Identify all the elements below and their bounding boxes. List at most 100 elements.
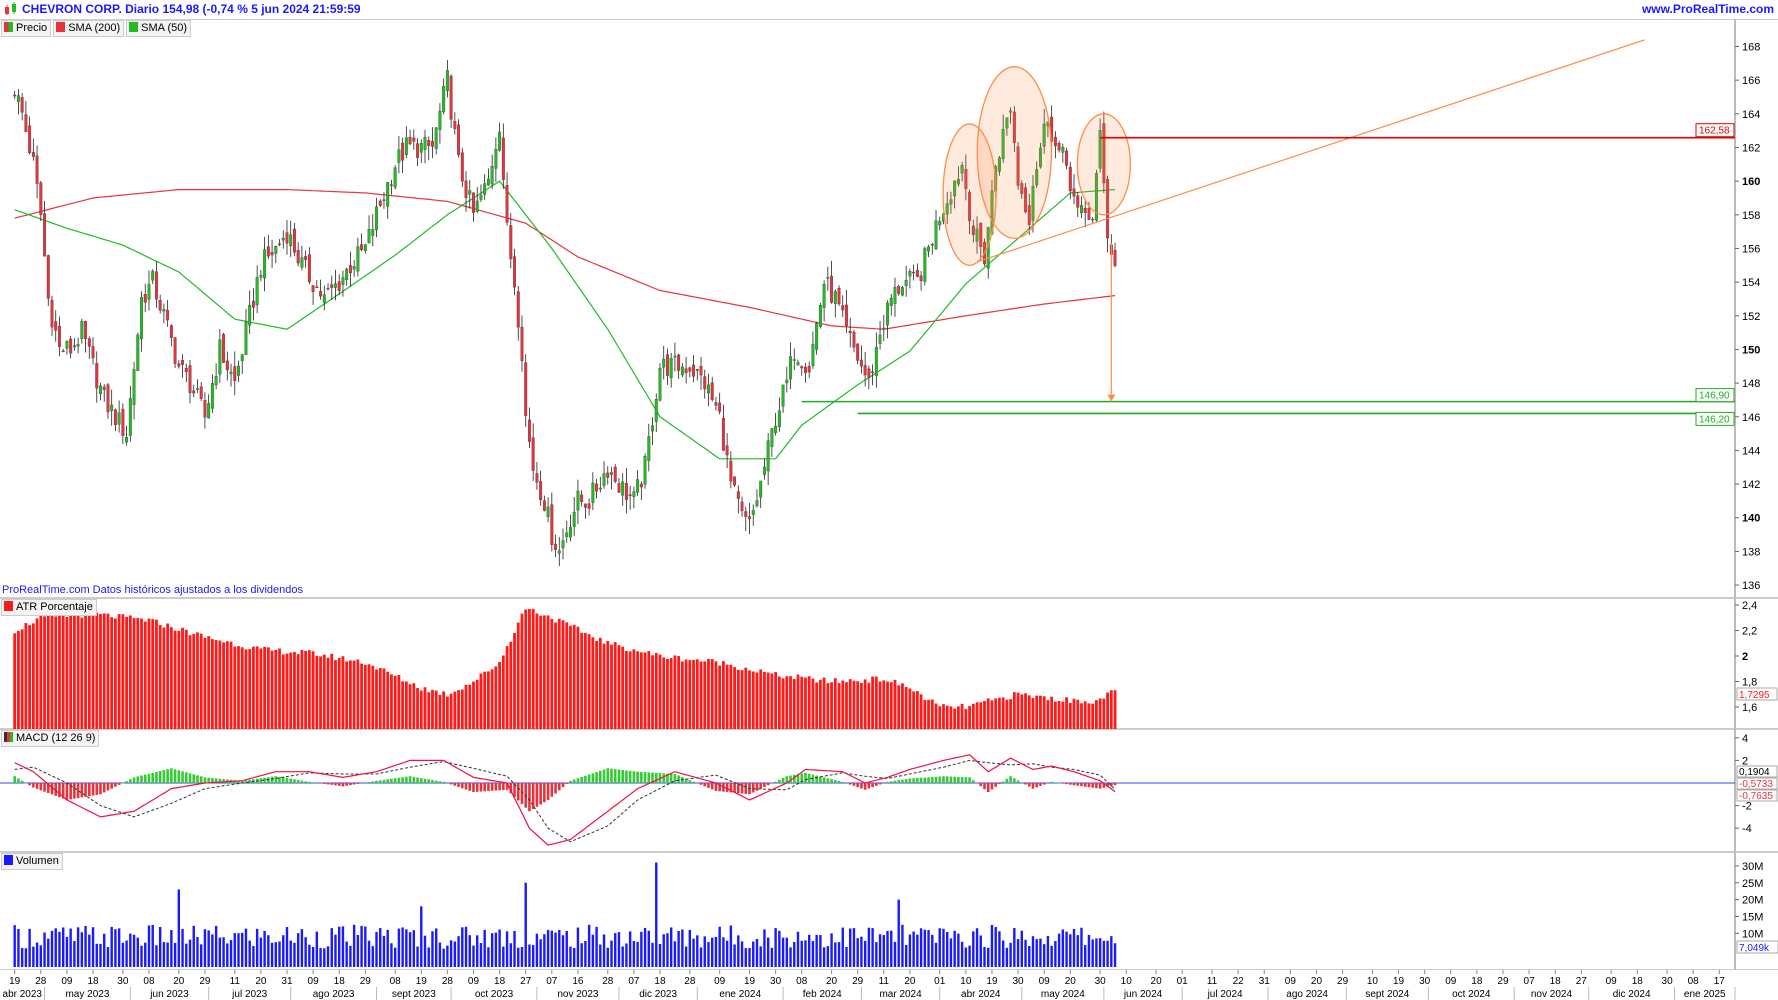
volume-bar bbox=[703, 936, 706, 967]
volume-bar bbox=[1061, 929, 1065, 967]
candle-body bbox=[311, 285, 315, 292]
macd-histogram-bar bbox=[211, 778, 214, 783]
volume-bar bbox=[423, 935, 427, 967]
volume-bar bbox=[401, 927, 404, 967]
atr-bar bbox=[516, 622, 520, 729]
atr-bar bbox=[39, 614, 43, 729]
date-tick-label: 01 bbox=[1177, 976, 1189, 987]
atr-bar bbox=[994, 698, 998, 729]
candle-body bbox=[822, 284, 826, 308]
volume-bar bbox=[949, 938, 953, 967]
volume-bar bbox=[207, 930, 210, 967]
candle-body bbox=[363, 244, 367, 251]
date-tick-label: 20 bbox=[1065, 976, 1077, 987]
macd-histogram-bar bbox=[673, 773, 677, 783]
legend-volume[interactable]: Volumen bbox=[1, 853, 63, 870]
atr-bar bbox=[1076, 699, 1080, 729]
candle-body bbox=[285, 232, 289, 244]
legend-atr[interactable]: ATR Porcentaje bbox=[1, 599, 97, 616]
atr-bar bbox=[673, 655, 677, 729]
candle-body bbox=[1061, 146, 1065, 153]
macd-histogram-bar bbox=[151, 772, 155, 783]
volume-value-label: 7,049k bbox=[1739, 943, 1770, 954]
atr-bar bbox=[229, 641, 233, 729]
legend-macd[interactable]: MACD (12 26 9) bbox=[1, 730, 100, 747]
candle-body bbox=[1027, 205, 1031, 225]
volume-bar bbox=[748, 948, 751, 967]
candle-body bbox=[1020, 183, 1024, 194]
legend-price[interactable]: Precio bbox=[1, 20, 52, 37]
atr-bar bbox=[416, 688, 419, 729]
legend-sma50[interactable]: SMA (50) bbox=[126, 20, 192, 37]
atr-bar bbox=[184, 629, 188, 729]
volume-bar bbox=[1069, 934, 1072, 967]
candle-body bbox=[438, 110, 442, 131]
macd-histogram-bar bbox=[423, 778, 427, 783]
candle-body bbox=[128, 398, 132, 436]
volume-bar bbox=[244, 928, 248, 967]
atr-bar bbox=[1046, 700, 1050, 729]
macd-histogram-bar bbox=[755, 783, 759, 791]
macd-histogram-bar bbox=[781, 778, 785, 783]
date-tick-label: 30 bbox=[1419, 976, 1431, 987]
candle-body bbox=[240, 354, 244, 361]
legend-macd-label: MACD (12 26 9) bbox=[16, 732, 96, 744]
volume-bar bbox=[252, 946, 255, 967]
macd-histogram-bar bbox=[17, 778, 20, 783]
price-tick-label: 152 bbox=[1742, 311, 1760, 323]
candle-body bbox=[54, 321, 58, 331]
macd-histogram-bar bbox=[576, 778, 580, 783]
atr-bar bbox=[718, 665, 722, 729]
candle-body bbox=[61, 350, 65, 353]
candle-body bbox=[31, 152, 35, 157]
macd-histogram-bar bbox=[267, 777, 270, 783]
candle-body bbox=[930, 244, 934, 246]
volume-bar bbox=[841, 927, 844, 967]
macd-histogram-bar bbox=[76, 783, 80, 799]
atr-bar bbox=[889, 682, 893, 729]
macd-histogram-bar bbox=[173, 769, 177, 783]
macd-histogram-bar bbox=[285, 778, 289, 783]
macd-histogram-bar bbox=[1106, 783, 1109, 787]
macd-histogram-bar bbox=[785, 776, 789, 783]
macd-histogram-bar bbox=[330, 783, 334, 785]
macd-histogram-bar bbox=[986, 783, 990, 793]
macd-histogram-bar bbox=[744, 783, 748, 794]
candle-body bbox=[945, 203, 949, 215]
atr-bar bbox=[867, 682, 871, 729]
site-link[interactable]: www.ProRealTime.com bbox=[1641, 2, 1774, 16]
macd-histogram-bar bbox=[968, 777, 971, 783]
candle-body bbox=[535, 473, 539, 483]
macd-histogram-bar bbox=[352, 783, 356, 785]
month-label: abr 2023 bbox=[3, 989, 43, 1000]
volume-bar bbox=[140, 945, 143, 967]
macd-histogram-bar bbox=[136, 776, 140, 783]
macd-histogram-bar bbox=[248, 779, 251, 783]
atr-bar bbox=[341, 656, 345, 729]
volume-bar bbox=[35, 942, 39, 967]
macd-histogram-bar bbox=[856, 783, 859, 788]
volume-bar bbox=[65, 936, 69, 967]
candle-body bbox=[102, 386, 106, 390]
atr-bar bbox=[774, 672, 778, 729]
candle-body bbox=[125, 437, 129, 443]
macd-histogram-bar bbox=[106, 783, 110, 791]
candle-body bbox=[300, 257, 304, 268]
atr-bar bbox=[304, 650, 308, 729]
volume-bar bbox=[218, 937, 222, 967]
atr-bar bbox=[669, 658, 673, 729]
volume-bar bbox=[73, 941, 76, 967]
volume-bar bbox=[580, 943, 583, 967]
volume-bar bbox=[382, 935, 386, 967]
atr-bar bbox=[651, 655, 654, 729]
macd-histogram-bar bbox=[427, 779, 431, 783]
date-tick-label: 29 bbox=[852, 976, 864, 987]
pattern-ellipse bbox=[1076, 113, 1132, 216]
volume-bar bbox=[341, 926, 345, 967]
atr-bar bbox=[69, 614, 73, 729]
atr-bar bbox=[520, 613, 524, 729]
candle-body bbox=[1102, 123, 1106, 184]
legend-sma200[interactable]: SMA (200) bbox=[53, 20, 125, 37]
atr-bar bbox=[602, 643, 606, 729]
